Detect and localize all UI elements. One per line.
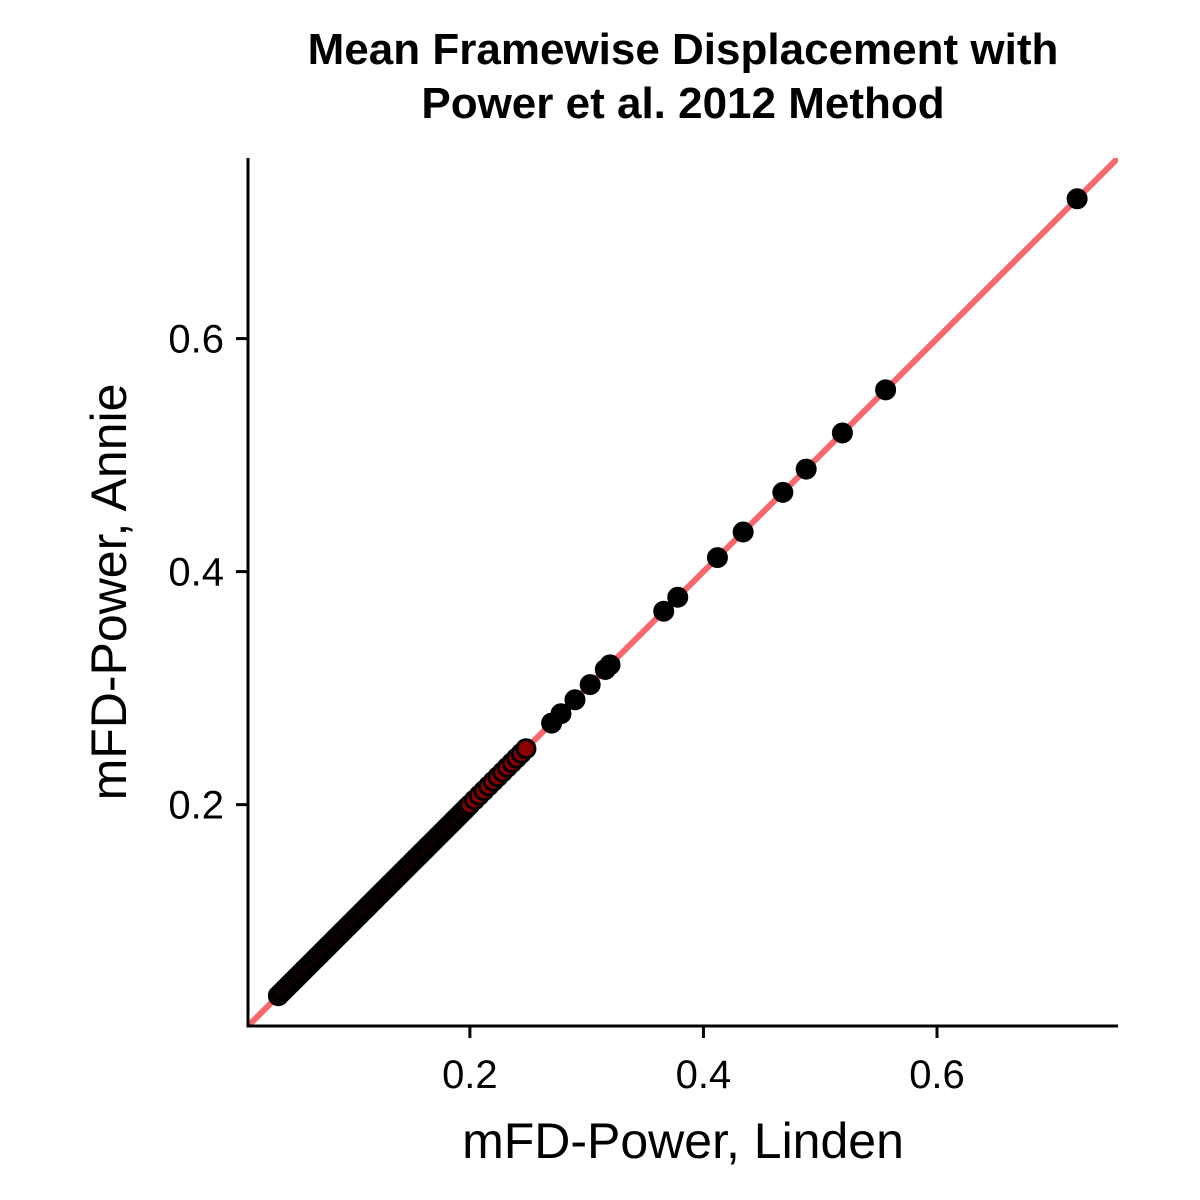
data-point [772, 481, 794, 503]
chart-title-line-2: Power et al. 2012 Method [421, 79, 944, 128]
y-tick-label: 0.6 [168, 318, 224, 362]
data-point [732, 521, 754, 543]
data-point [515, 738, 537, 760]
data-point [706, 547, 728, 569]
x-axis-title: mFD-Power, Linden [462, 1113, 904, 1169]
data-point [795, 458, 817, 480]
x-tick-label: 0.6 [909, 1053, 965, 1097]
data-point [599, 654, 621, 676]
x-tick-label: 0.4 [676, 1053, 732, 1097]
data-point [564, 689, 586, 711]
y-tick-label: 0.2 [168, 784, 224, 828]
chart-title-line-1: Mean Framewise Displacement with [308, 25, 1059, 74]
data-points [267, 188, 1088, 1007]
x-tick-label: 0.2 [442, 1053, 498, 1097]
data-point [1066, 188, 1088, 210]
data-point [831, 422, 853, 444]
data-point [667, 586, 689, 608]
data-point [550, 703, 572, 725]
y-axis-title: mFD-Power, Annie [81, 384, 137, 801]
x-axis-ticks: 0.2 0.4 0.6 [442, 1026, 965, 1097]
data-point [579, 674, 601, 696]
plot-area [248, 158, 1118, 1026]
data-point [653, 600, 675, 622]
y-tick-label: 0.4 [168, 551, 224, 595]
data-point [875, 379, 897, 401]
y-axis-ticks: 0.2 0.4 0.6 [168, 318, 248, 828]
